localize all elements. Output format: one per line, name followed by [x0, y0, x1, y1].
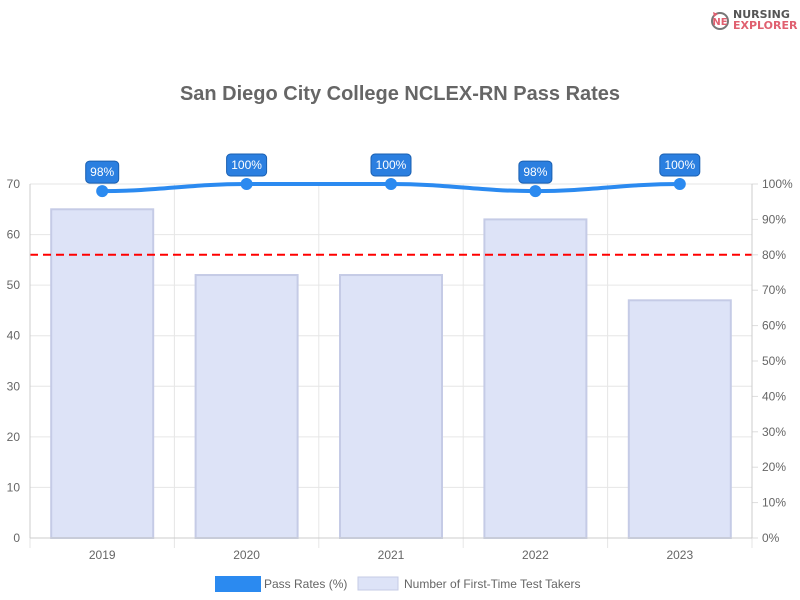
- pass-rate-point: [240, 178, 253, 190]
- right-tick-label: 80%: [762, 248, 786, 262]
- legend-label-test-takers: Number of First-Time Test Takers: [404, 577, 580, 591]
- data-label: 100%: [231, 158, 262, 172]
- left-tick-label: 40: [7, 329, 21, 343]
- legend-swatch-pass-rates: [215, 576, 261, 592]
- left-tick-label: 0: [13, 531, 20, 545]
- logo-icon: NE: [711, 12, 729, 30]
- right-tick-label: 40%: [762, 389, 786, 403]
- x-tick-label: 2021: [378, 548, 405, 562]
- x-tick-label: 2023: [666, 548, 693, 562]
- nursing-explorer-logo: NE NURSING EXPLORER: [710, 9, 797, 31]
- bar: [194, 274, 299, 539]
- data-label: 100%: [376, 158, 407, 172]
- right-tick-label: 70%: [762, 283, 786, 297]
- left-tick-label: 20: [7, 430, 21, 444]
- left-tick-label: 50: [7, 278, 21, 292]
- right-tick-label: 0%: [762, 531, 780, 545]
- legend-swatch-test-takers: [357, 576, 399, 591]
- right-tick-label: 100%: [762, 177, 793, 191]
- bar: [50, 208, 155, 540]
- pass-rate-point: [96, 185, 109, 198]
- right-tick-label: 20%: [762, 460, 786, 474]
- bar: [483, 218, 588, 539]
- data-label: 98%: [90, 165, 114, 179]
- pass-rate-point: [529, 185, 542, 198]
- x-tick-label: 2022: [522, 548, 549, 562]
- data-label-box: [518, 160, 553, 184]
- logo-text-2: EXPLORER: [733, 19, 798, 32]
- legend-label-pass-rates: Pass Rates (%): [264, 577, 347, 591]
- data-label-box: [226, 153, 268, 177]
- right-tick-label: 60%: [762, 319, 786, 333]
- bar: [339, 274, 443, 539]
- data-label: 98%: [523, 165, 547, 179]
- chart-title: San Diego City College NCLEX-RN Pass Rat…: [180, 83, 620, 105]
- left-tick-label: 30: [7, 379, 21, 393]
- bar: [627, 299, 732, 540]
- pass-rate-point: [673, 178, 686, 190]
- x-tick-label: 2020: [233, 548, 260, 562]
- right-tick-label: 30%: [762, 425, 786, 439]
- svg-text:NE: NE: [712, 17, 727, 28]
- right-tick-label: 90%: [762, 212, 786, 226]
- data-label-box: [370, 153, 412, 177]
- left-tick-label: 60: [7, 228, 21, 242]
- x-tick-label: 2019: [89, 548, 116, 562]
- data-label: 100%: [664, 158, 695, 172]
- left-tick-label: 70: [7, 177, 21, 191]
- left-tick-label: 10: [7, 480, 21, 494]
- data-label-box: [85, 160, 120, 184]
- data-label-box: [659, 153, 701, 177]
- logo-text-1: NURSING: [733, 8, 790, 21]
- right-tick-label: 50%: [762, 354, 786, 368]
- pass-rate-point: [385, 178, 397, 190]
- right-tick-label: 10%: [762, 496, 786, 510]
